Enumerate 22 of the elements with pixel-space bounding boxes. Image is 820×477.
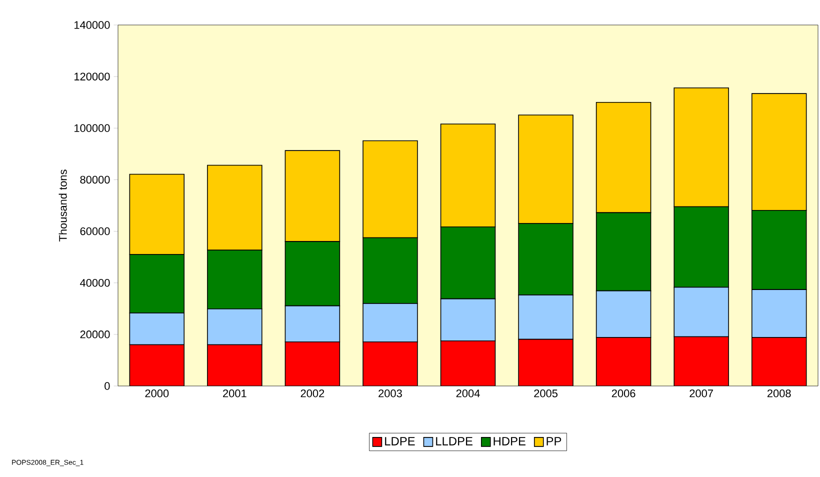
y-tick-label: 0	[104, 382, 110, 390]
y-tick-label: 120000	[74, 72, 110, 80]
y-tick-label: 100000	[74, 124, 110, 132]
legend-label: LDPE	[385, 437, 415, 446]
y-tick-label: 20000	[80, 330, 110, 338]
y-tick-label: 80000	[80, 176, 110, 184]
legend-label: LLDPE	[436, 437, 472, 446]
x-tick-label: 2000	[145, 390, 169, 398]
x-tick-label: 2005	[534, 390, 558, 398]
y-tick-label: 40000	[80, 278, 110, 287]
y-tick-label: 140000	[74, 21, 110, 29]
x-tick-label: 2002	[300, 390, 324, 398]
x-tick-label: 2004	[456, 390, 480, 398]
x-tick-label: 2007	[690, 390, 713, 398]
x-tick-label: 2003	[378, 390, 402, 398]
legend-label: PP	[546, 437, 562, 446]
x-tick-label: 2006	[612, 390, 636, 398]
legend-label: HDPE	[494, 437, 526, 446]
x-tick-label: 2001	[223, 390, 246, 398]
y-axis-title: Thousand tons	[58, 170, 67, 242]
x-tick-label: 2008	[767, 390, 791, 398]
y-tick-label: 60000	[80, 227, 110, 236]
